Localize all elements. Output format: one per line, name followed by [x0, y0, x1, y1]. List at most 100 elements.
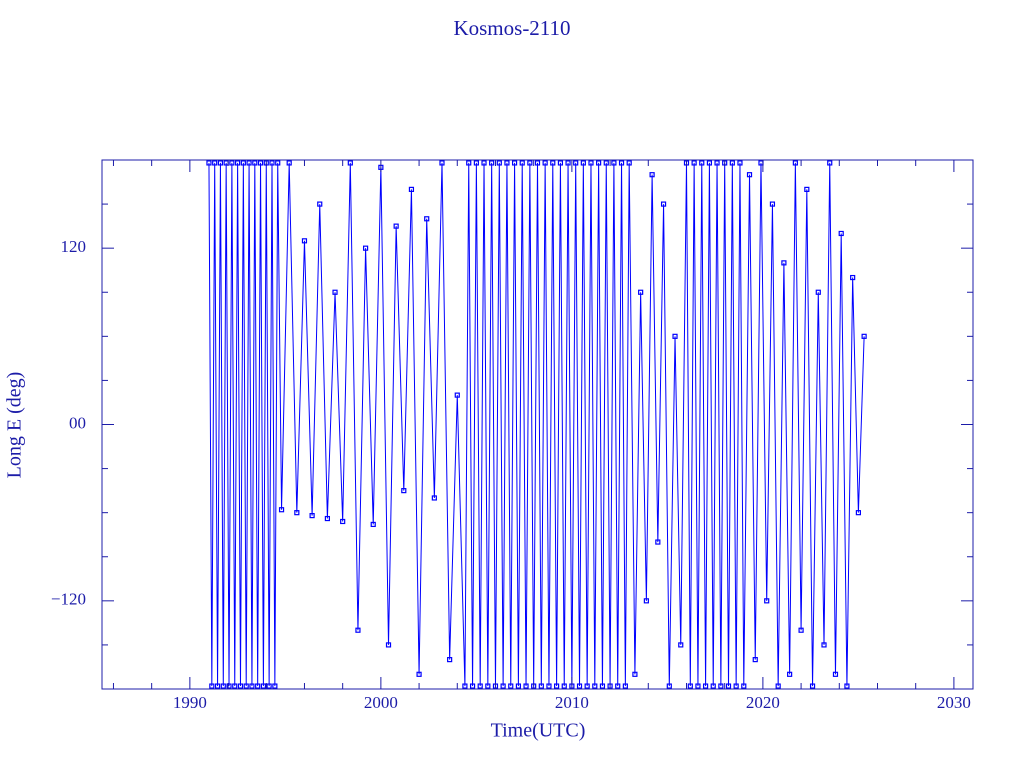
data-point [576, 683, 583, 689]
data-point [504, 160, 510, 166]
y-tick-label: 00 [69, 413, 86, 432]
data-point [655, 539, 661, 545]
data-point [764, 598, 770, 604]
chart-title: Kosmos-2110 [453, 16, 570, 40]
data-point [214, 683, 221, 689]
data-point [237, 683, 244, 689]
data-point [781, 260, 787, 266]
data-point [710, 683, 716, 689]
data-point [599, 683, 606, 689]
data-point [301, 238, 308, 244]
data-point [489, 160, 495, 166]
data-point [855, 510, 861, 516]
data-point [278, 507, 285, 513]
data-point [714, 160, 720, 166]
data-point [804, 186, 810, 192]
data-point [477, 683, 483, 689]
data-point [229, 160, 235, 166]
data-point [243, 683, 249, 689]
data-point [496, 160, 502, 166]
data-point [850, 274, 856, 281]
data-point [519, 160, 525, 166]
data-point [416, 671, 422, 677]
data-point [260, 683, 267, 689]
data-point [643, 598, 649, 604]
data-point [431, 495, 437, 501]
x-tick-label: 2010 [555, 693, 589, 712]
data-point [729, 160, 735, 166]
data-point [626, 160, 632, 166]
data-point [481, 160, 487, 166]
data-point [638, 289, 644, 295]
data-point [691, 160, 697, 166]
data-point [660, 201, 667, 207]
data-point [584, 683, 590, 689]
x-tick-label: 2020 [746, 693, 780, 712]
data-point [232, 683, 238, 689]
data-point [565, 160, 571, 166]
data-point [309, 513, 315, 519]
data-point [235, 160, 241, 166]
data-point [212, 160, 218, 166]
data-point [550, 160, 556, 166]
data-point [515, 683, 521, 689]
data-point [362, 245, 369, 251]
y-tick-label: 120 [61, 237, 87, 256]
data-point [699, 160, 705, 166]
x-tick-label: 1990 [173, 693, 207, 712]
data-point [439, 160, 445, 166]
data-point [706, 160, 713, 166]
x-tick-label: 2030 [937, 693, 971, 712]
data-point [240, 160, 246, 166]
data-point [286, 160, 292, 166]
data-point [246, 160, 252, 166]
data-point [580, 160, 586, 166]
data-point [603, 160, 609, 166]
data-point [534, 160, 541, 166]
data-point [220, 683, 226, 689]
data-point [592, 683, 598, 689]
data-point [266, 683, 272, 689]
y-axis-label: Long E (deg) [4, 372, 26, 479]
data-line [208, 162, 865, 687]
data-point [561, 683, 567, 689]
data-point [317, 201, 323, 207]
data-point [424, 216, 430, 222]
data-point [787, 671, 793, 677]
data-point [573, 160, 579, 166]
data-point [769, 201, 776, 207]
data-point [611, 160, 617, 166]
data-point [844, 683, 850, 689]
data-point [272, 683, 278, 689]
data-point [554, 683, 560, 689]
data-point [546, 683, 552, 689]
data-point [861, 333, 867, 339]
data-point [408, 186, 415, 192]
data-point [473, 160, 479, 166]
data-point [752, 657, 758, 663]
data-point [832, 671, 839, 677]
data-point [355, 627, 361, 633]
data-point [255, 683, 261, 689]
data-point [347, 160, 353, 166]
data-point [249, 683, 255, 689]
data-point [678, 642, 684, 648]
x-axis-label: Time(UTC) [491, 720, 586, 742]
data-point [588, 160, 594, 166]
data-point [618, 160, 625, 166]
data-point [702, 683, 709, 689]
data-point [462, 683, 468, 689]
data-point [792, 160, 798, 166]
data-point [718, 683, 724, 689]
data-point [511, 160, 518, 166]
data-point [649, 172, 655, 178]
data-point [401, 488, 407, 494]
data-point [746, 172, 753, 178]
data-point [275, 160, 281, 166]
data-point [500, 683, 506, 689]
data-point [741, 683, 747, 689]
data-point [615, 683, 621, 689]
data-point [370, 521, 376, 528]
data-point [332, 289, 338, 295]
data-point [447, 657, 453, 663]
